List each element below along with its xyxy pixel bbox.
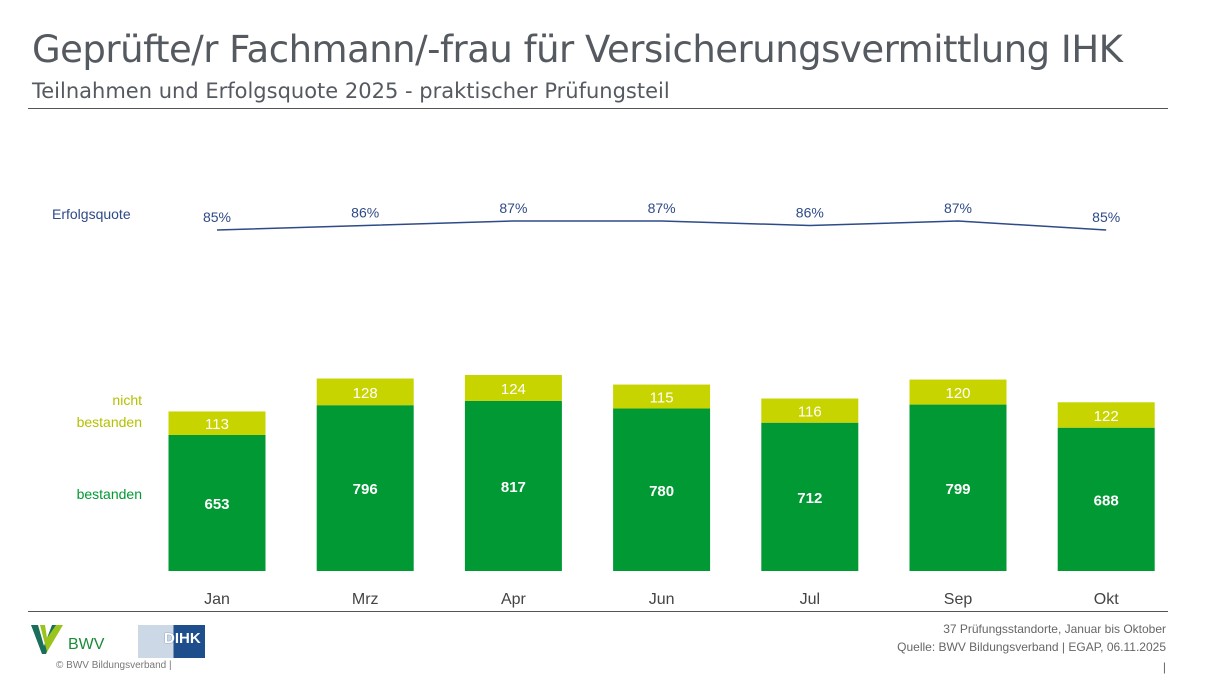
- bar-value-nicht-bestanden: 128: [353, 385, 378, 402]
- footer-note: 37 Prüfungsstandorte, Januar bis Oktober: [943, 622, 1166, 636]
- bar-bestanden: [613, 408, 711, 571]
- erfolgsquote-label: 86%: [351, 205, 379, 221]
- bar-value-bestanden: 817: [501, 479, 526, 496]
- bar-bestanden: [464, 400, 562, 571]
- x-tick-label: Mrz: [352, 591, 379, 608]
- bar-value-nicht-bestanden: 120: [945, 385, 970, 402]
- erfolgsquote-label: 87%: [944, 200, 972, 216]
- bar-nicht-bestanden: [168, 411, 266, 435]
- bar-value-bestanden: 653: [204, 496, 229, 513]
- page-subtitle: Teilnahmen und Erfolgsquote 2025 - prakt…: [32, 79, 670, 103]
- erfolgsquote-label: 85%: [203, 209, 231, 225]
- bar-nicht-bestanden: [761, 398, 859, 423]
- bar-value-nicht-bestanden: 116: [798, 404, 822, 421]
- bar-bestanden: [909, 404, 1007, 571]
- bar-nicht-bestanden: [1057, 402, 1155, 428]
- erfolgsquote-label: 87%: [499, 200, 527, 216]
- bar-value-bestanden: 796: [353, 481, 378, 498]
- copyright: © BWV Bildungsverband |: [56, 660, 172, 671]
- x-tick-label: Apr: [501, 591, 527, 608]
- x-tick-label: Sep: [944, 591, 973, 608]
- bar-nicht-bestanden: [909, 379, 1007, 405]
- bar-nicht-bestanden: [316, 378, 414, 406]
- bar-value-nicht-bestanden: 113: [205, 416, 229, 433]
- chart: 653 113 Jan 796 128 Mrz 817 124 Apr 780 115 Jun 712 1…: [168, 200, 1155, 608]
- bar-nicht-bestanden: [613, 384, 711, 409]
- bar-value-nicht-bestanden: 122: [1094, 408, 1119, 425]
- legend-text: bestanden: [76, 414, 142, 430]
- x-tick-label: Okt: [1094, 591, 1119, 608]
- bar-value-nicht-bestanden: 124: [501, 381, 526, 398]
- bar-value-bestanden: 780: [649, 483, 674, 500]
- page-title: Geprüfte/r Fachmann/-frau für Versicheru…: [32, 28, 1123, 71]
- legend-bestanden: bestanden: [76, 486, 142, 502]
- legend-text: nicht: [112, 392, 142, 408]
- footer-divider: [28, 611, 1168, 612]
- page-number: |: [1162, 660, 1166, 674]
- x-tick-label: Jun: [649, 591, 675, 608]
- erfolgsquote-label: 87%: [648, 200, 676, 216]
- bar-value-nicht-bestanden: 115: [650, 390, 674, 407]
- bar-bestanden: [168, 434, 266, 571]
- dihk-logo: DIHK: [138, 625, 205, 658]
- erfolgsquote-line: [216, 220, 1107, 231]
- bar-bestanden: [761, 422, 859, 571]
- x-tick-label: Jan: [204, 591, 230, 608]
- erfolgsquote-label: 86%: [796, 205, 824, 221]
- dihk-logo-text: DIHK: [164, 630, 201, 647]
- bwv-logo-text: BWV: [68, 636, 105, 653]
- bar-bestanden: [1057, 427, 1155, 571]
- x-tick-label: Jul: [800, 591, 820, 608]
- bwv-logo-icon: [31, 625, 63, 654]
- legend-erfolgsquote: Erfolgsquote: [52, 206, 131, 222]
- bar-value-bestanden: 712: [797, 490, 822, 507]
- bar-value-bestanden: 799: [945, 481, 970, 498]
- bar-bestanden: [316, 405, 414, 571]
- header-divider: [28, 108, 1168, 109]
- legend-nicht-bestanden: nicht bestanden: [60, 389, 142, 433]
- bar-value-bestanden: 688: [1094, 492, 1119, 509]
- erfolgsquote-label: 85%: [1092, 209, 1120, 225]
- bar-nicht-bestanden: [464, 374, 562, 401]
- footer-source: Quelle: BWV Bildungsverband | EGAP, 06.1…: [897, 640, 1166, 654]
